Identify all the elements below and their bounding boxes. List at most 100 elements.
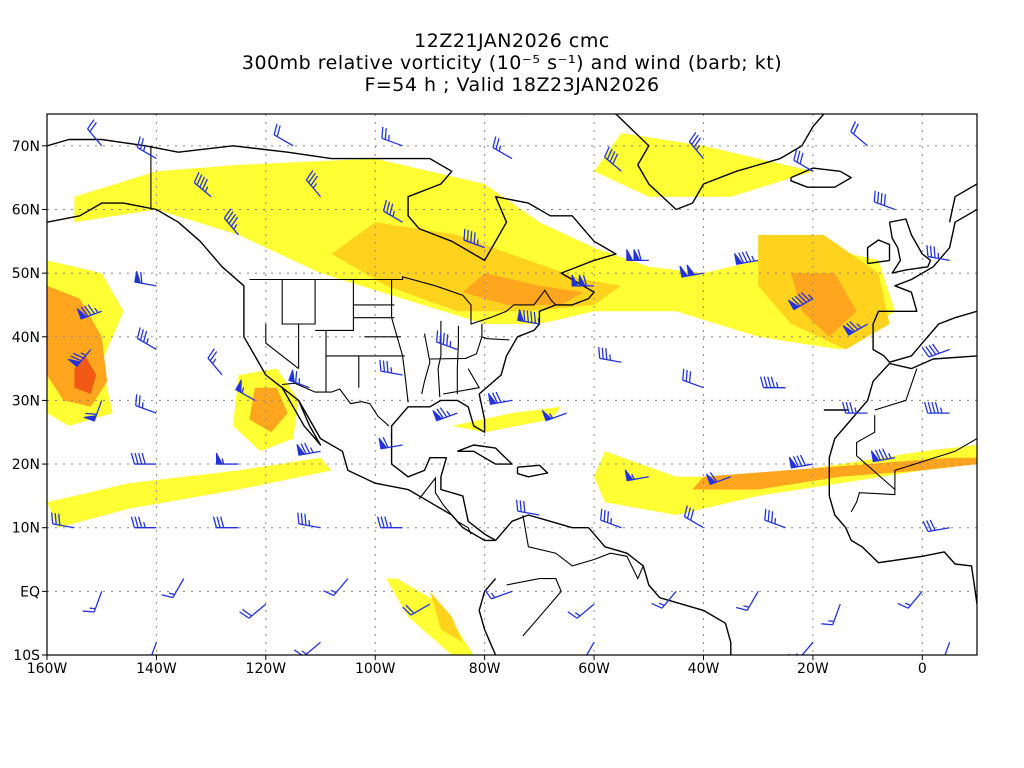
wind-barb — [381, 126, 403, 147]
barb-flag — [389, 203, 394, 215]
barb-half-flag — [308, 520, 311, 526]
wind-barb — [598, 346, 622, 363]
wind-barb — [134, 271, 157, 287]
barb-flag — [603, 146, 610, 158]
barb-staff — [193, 182, 212, 198]
coastline-scandinavia — [948, 158, 977, 223]
barb-flag — [293, 649, 303, 655]
wind-barb — [135, 394, 157, 414]
barb-flag — [741, 251, 748, 263]
barb-staff — [874, 201, 896, 211]
y-tick-label: 60N — [12, 202, 40, 218]
wind-barb — [435, 330, 458, 351]
barb-flag — [226, 211, 234, 222]
y-tick-label: EQ — [20, 584, 40, 600]
barb-staff — [599, 357, 622, 363]
barb-flag — [196, 174, 203, 186]
barb-flag — [84, 305, 92, 316]
barb-flag — [134, 516, 139, 528]
wind-barb — [585, 641, 595, 655]
barb-flag — [927, 401, 932, 414]
wind-barb — [541, 409, 567, 422]
barb-staff — [304, 641, 321, 655]
barb-pennant — [686, 264, 696, 277]
barb-flag — [800, 292, 810, 302]
barb-pennant — [487, 393, 497, 405]
barb-flag — [134, 452, 139, 465]
barb-staff — [151, 642, 158, 655]
wind-barb — [136, 136, 157, 160]
barb-flag — [874, 449, 881, 461]
border-us-states-17 — [481, 336, 510, 341]
x-tick-label: 140W — [136, 661, 177, 677]
border-us-canada — [249, 276, 557, 325]
barb-flag — [924, 401, 929, 414]
wind-barb — [293, 641, 321, 655]
barb-half-flag — [631, 473, 635, 480]
wind-barb — [151, 642, 158, 655]
barb-staff — [492, 146, 513, 160]
wind-barb — [788, 454, 813, 469]
border-us-states-3 — [265, 324, 299, 370]
barb-flag — [691, 134, 699, 145]
wind-barb — [571, 274, 595, 287]
barb-staff — [463, 239, 485, 249]
barb-pennant — [633, 249, 641, 261]
barb-flag — [89, 121, 97, 133]
barb-half-flag — [548, 413, 554, 419]
barb-half-flag — [795, 653, 800, 655]
barb-flag — [436, 408, 444, 419]
barb-flag — [28, 162, 31, 173]
barb-flag — [136, 327, 141, 339]
barb-flag — [515, 499, 519, 512]
barb-flag — [612, 153, 619, 165]
barb-flag — [381, 126, 384, 139]
wind-barb — [705, 472, 732, 485]
border-us-mexico — [282, 382, 390, 427]
barb-flag — [767, 376, 772, 388]
barb-flag — [745, 251, 752, 262]
barb-flag — [846, 322, 856, 332]
wind-barb — [944, 642, 951, 655]
barb-flag — [934, 401, 940, 414]
barb-flag — [273, 123, 278, 135]
barb-flag — [473, 232, 476, 244]
wind-barb — [193, 171, 212, 198]
barb-flag — [239, 611, 250, 619]
barb-flag — [80, 306, 89, 317]
barb-flag — [139, 329, 145, 341]
barb-flag — [799, 454, 806, 466]
barb-staff — [832, 603, 841, 625]
barb-staff — [801, 641, 814, 655]
barb-half-flag — [808, 294, 813, 300]
border-us-states-16 — [443, 368, 481, 395]
barb-flag — [606, 148, 613, 160]
barb-flag — [791, 297, 801, 307]
wind-barb — [764, 508, 786, 529]
barb-half-flag — [905, 602, 911, 607]
barb-flag — [50, 512, 54, 524]
coastline-greenland — [522, 114, 825, 211]
barb-flag — [794, 295, 804, 305]
border-central-am — [418, 476, 472, 535]
x-tick-label: 20W — [797, 661, 829, 677]
barb-flag — [933, 246, 936, 258]
title-line-run: 12Z21JAN2026 cmc — [414, 30, 610, 52]
barb-half-flag — [392, 210, 395, 217]
map-title: 12Z21JAN2026 cmc 300mb relative vorticit… — [0, 30, 1024, 96]
barb-flag — [386, 360, 389, 373]
barb-flag — [446, 334, 449, 346]
barb-half-flag — [939, 407, 943, 414]
barb-flag — [792, 456, 799, 467]
barb-half-flag — [221, 458, 225, 465]
border-us-states-14 — [456, 325, 459, 394]
barb-half-flag — [168, 592, 175, 596]
border-us-states-2 — [315, 279, 354, 331]
barb-staff — [907, 590, 923, 609]
barb-flag — [141, 452, 146, 465]
wind-barb — [924, 401, 950, 414]
wind-barb — [850, 121, 869, 147]
wind-barb — [305, 170, 322, 198]
barb-pennant — [288, 369, 295, 383]
wind-barb — [297, 512, 321, 529]
